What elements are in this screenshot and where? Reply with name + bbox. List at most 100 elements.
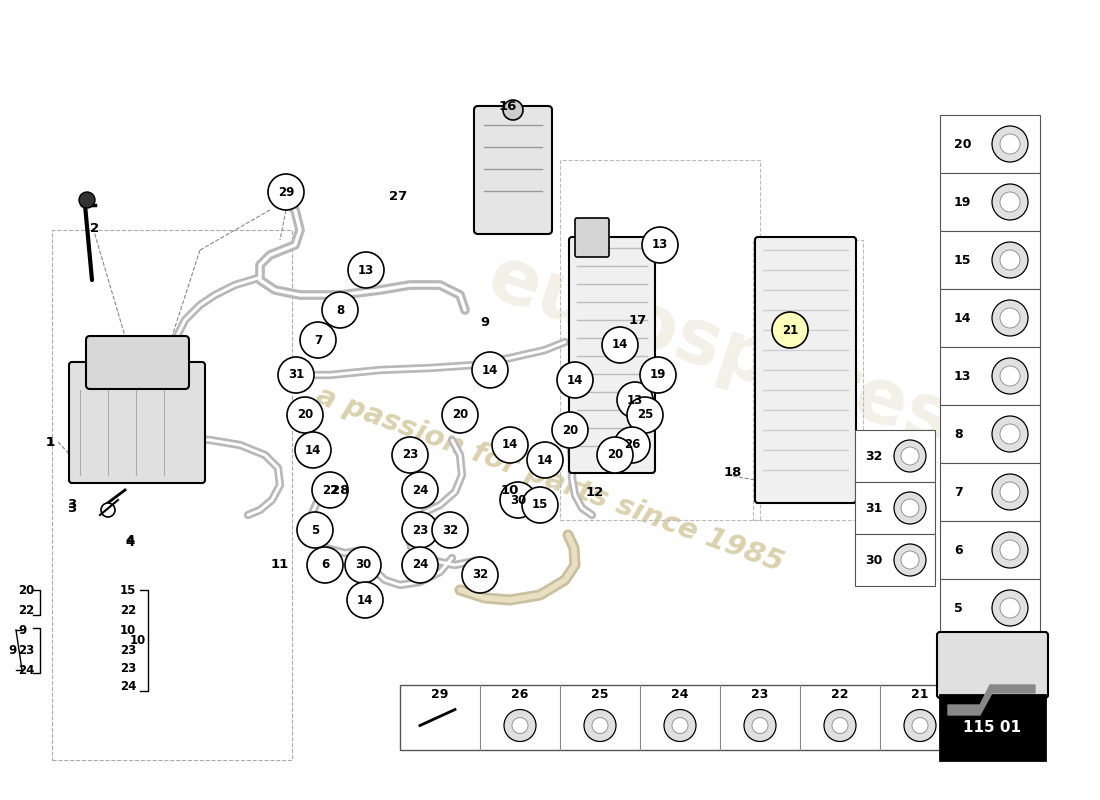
- Text: 21: 21: [782, 323, 799, 337]
- Circle shape: [992, 648, 1028, 684]
- Text: 24: 24: [120, 679, 136, 693]
- Text: 22: 22: [832, 689, 849, 702]
- Text: 4: 4: [125, 534, 134, 546]
- Circle shape: [992, 242, 1028, 278]
- Circle shape: [345, 547, 381, 583]
- Text: 23: 23: [120, 662, 136, 674]
- Circle shape: [901, 447, 918, 465]
- Circle shape: [744, 710, 775, 742]
- Text: 25: 25: [637, 409, 653, 422]
- Text: 24: 24: [671, 689, 689, 702]
- Text: 13: 13: [652, 238, 668, 251]
- Text: 30: 30: [510, 494, 526, 506]
- Text: 15: 15: [954, 254, 971, 266]
- Text: 32: 32: [472, 569, 488, 582]
- Bar: [52, 230, 292, 760]
- Circle shape: [1000, 250, 1020, 270]
- Text: 3: 3: [67, 498, 77, 511]
- Bar: [855, 430, 935, 482]
- Text: 19: 19: [650, 369, 667, 382]
- Text: 13: 13: [627, 394, 644, 406]
- Text: 20: 20: [18, 583, 34, 597]
- Text: 5: 5: [954, 602, 962, 614]
- Text: 2: 2: [90, 222, 100, 234]
- Text: 9: 9: [8, 643, 16, 657]
- Circle shape: [672, 718, 688, 734]
- Text: 15: 15: [120, 583, 136, 597]
- Text: 17: 17: [629, 314, 647, 326]
- Circle shape: [904, 710, 936, 742]
- Circle shape: [1000, 656, 1020, 676]
- Circle shape: [522, 487, 558, 523]
- Text: 8: 8: [954, 427, 962, 441]
- Circle shape: [992, 126, 1028, 162]
- Circle shape: [901, 551, 918, 569]
- Text: 20: 20: [452, 409, 469, 422]
- Circle shape: [1000, 134, 1020, 154]
- Circle shape: [597, 437, 632, 473]
- Bar: [400, 685, 960, 750]
- Bar: [940, 463, 1040, 521]
- Circle shape: [584, 710, 616, 742]
- Circle shape: [79, 192, 95, 208]
- FancyBboxPatch shape: [86, 336, 189, 389]
- Text: 30: 30: [355, 558, 371, 571]
- Circle shape: [617, 382, 653, 418]
- Circle shape: [664, 710, 696, 742]
- Circle shape: [901, 499, 918, 517]
- Circle shape: [402, 547, 438, 583]
- Text: 14: 14: [305, 443, 321, 457]
- Circle shape: [297, 512, 333, 548]
- Text: 30: 30: [865, 554, 882, 566]
- Text: 1: 1: [45, 435, 55, 449]
- FancyBboxPatch shape: [755, 237, 856, 503]
- Circle shape: [992, 300, 1028, 336]
- Circle shape: [268, 174, 304, 210]
- Text: 6: 6: [321, 558, 329, 571]
- Circle shape: [500, 482, 536, 518]
- Text: 29: 29: [278, 186, 294, 198]
- Circle shape: [992, 474, 1028, 510]
- Text: 29: 29: [431, 689, 449, 702]
- Circle shape: [894, 544, 926, 576]
- Bar: [560, 160, 760, 520]
- Text: 23: 23: [18, 643, 34, 657]
- Text: 8: 8: [336, 303, 344, 317]
- Text: 4: 4: [125, 535, 134, 549]
- Text: 22: 22: [120, 603, 136, 617]
- Circle shape: [392, 437, 428, 473]
- Circle shape: [322, 292, 358, 328]
- Circle shape: [348, 252, 384, 288]
- Text: 31: 31: [288, 369, 304, 382]
- Text: 28: 28: [331, 483, 349, 497]
- Text: 32: 32: [865, 450, 882, 462]
- Text: 4: 4: [954, 659, 962, 673]
- Text: 24: 24: [411, 483, 428, 497]
- Text: 16: 16: [498, 101, 517, 114]
- Bar: [855, 534, 935, 586]
- Circle shape: [1000, 192, 1020, 212]
- Circle shape: [504, 710, 536, 742]
- Circle shape: [472, 352, 508, 388]
- Circle shape: [602, 327, 638, 363]
- Text: 10: 10: [130, 634, 146, 646]
- Circle shape: [992, 416, 1028, 452]
- Circle shape: [527, 442, 563, 478]
- Text: 10: 10: [500, 483, 519, 497]
- Text: 115 01: 115 01: [962, 719, 1021, 734]
- Circle shape: [1000, 540, 1020, 560]
- Circle shape: [402, 512, 438, 548]
- Circle shape: [278, 357, 314, 393]
- Text: 26: 26: [512, 689, 529, 702]
- Circle shape: [492, 427, 528, 463]
- Circle shape: [432, 512, 468, 548]
- Circle shape: [640, 357, 676, 393]
- FancyBboxPatch shape: [937, 632, 1048, 698]
- Circle shape: [312, 472, 348, 508]
- Text: 11: 11: [271, 558, 289, 571]
- Circle shape: [295, 432, 331, 468]
- Circle shape: [642, 227, 678, 263]
- Circle shape: [832, 718, 848, 734]
- Text: 9: 9: [481, 315, 490, 329]
- Text: 7: 7: [954, 486, 962, 498]
